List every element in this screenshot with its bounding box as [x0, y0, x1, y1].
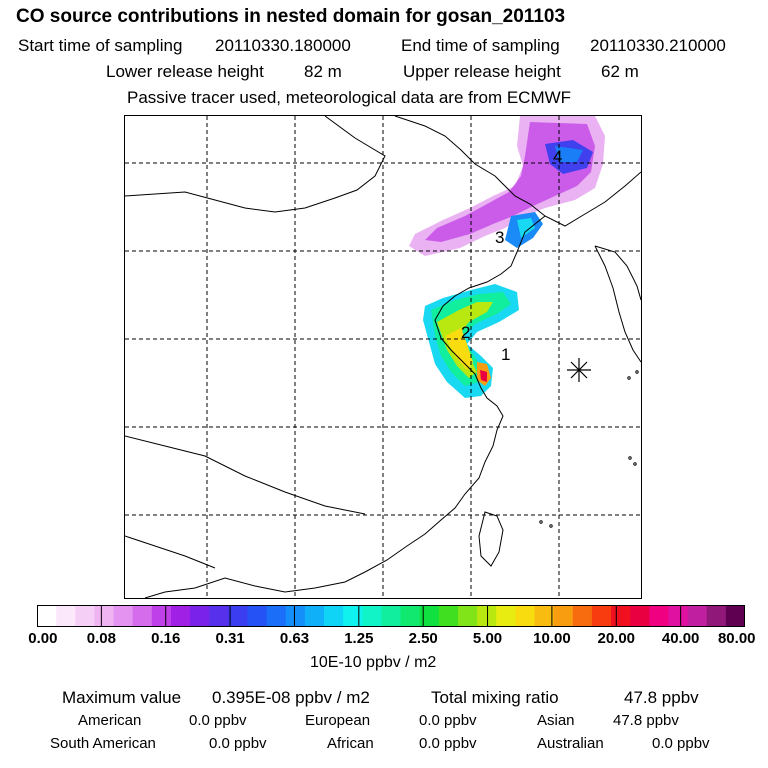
plume-north	[409, 116, 605, 256]
colorbar-cell	[706, 605, 727, 627]
region-african-name: African	[327, 735, 374, 752]
region-australian-name: Australian	[537, 735, 604, 752]
start-time-value: 20110330.180000	[215, 36, 351, 55]
start-time-label: Start time of sampling	[18, 36, 183, 55]
colorbar-cell	[649, 605, 670, 627]
colorbar-cell	[285, 605, 306, 627]
colorbar-tick-label: 40.00	[661, 630, 700, 647]
colorbar-cell	[113, 605, 134, 627]
colorbar-cell	[209, 605, 229, 627]
region-south-american-name: South American	[50, 735, 156, 752]
total-mixing-value: 47.8 ppbv	[624, 688, 699, 707]
colorbar-tick-label: 0.63	[279, 630, 310, 647]
max-value: 0.395E-08 ppbv / m2	[212, 688, 370, 707]
region-american-name: American	[78, 712, 142, 729]
colorbar-tick-label: 1.25	[344, 630, 374, 647]
colorbar	[37, 605, 745, 627]
colorbar-cell	[611, 605, 631, 627]
point-label-2: 2	[461, 323, 470, 342]
colorbar-cell	[438, 605, 459, 627]
colorbar-cell	[247, 605, 268, 627]
colorbar-cell	[324, 605, 344, 627]
colorbar-cell	[515, 605, 536, 627]
colorbar-tick-label: 0.08	[86, 630, 116, 647]
map-svg: 1 2 3 4	[124, 115, 642, 599]
colorbar-cell	[534, 605, 555, 627]
lower-release-label: Lower release height	[106, 62, 264, 81]
colorbar-cell	[190, 605, 210, 627]
colorbar-tick-label: 0.31	[215, 630, 245, 647]
region-asian-name: Asian	[537, 712, 575, 729]
grid-lines	[125, 116, 641, 598]
colorbar-cell	[228, 605, 249, 627]
tracer-note: Passive tracer used, meteorological data…	[127, 88, 572, 107]
region-european-name: European	[305, 712, 371, 729]
plume-south	[423, 284, 519, 398]
colorbar-cell	[94, 605, 115, 627]
colorbar-tick-label: 10.00	[533, 630, 571, 647]
coastlines	[124, 115, 642, 599]
point-label-3: 3	[495, 228, 504, 247]
colorbar-cell	[75, 605, 96, 627]
colorbar-cell	[170, 605, 191, 627]
colorbar-cell	[362, 605, 383, 627]
colorbar-cell	[496, 605, 516, 627]
colorbar-tick-label: 0.00	[28, 630, 58, 647]
colorbar-cell	[419, 605, 440, 627]
colorbar-cell	[725, 605, 745, 627]
colorbar-cell	[572, 605, 593, 627]
colorbar-units: 10E-10 ppbv / m2	[310, 654, 437, 671]
colorbar-tick-label: 2.50	[408, 630, 438, 647]
point-label-4: 4	[553, 147, 562, 166]
colorbar-cell	[668, 605, 689, 627]
colorbar-tick-label: 80.00	[717, 630, 756, 647]
colorbar-cell	[457, 605, 478, 627]
colorbar-cell	[553, 605, 574, 627]
colorbar-cell	[477, 605, 497, 627]
receptor-asterisk-marker	[567, 358, 591, 382]
colorbar-tick-label: 0.16	[151, 630, 181, 647]
colorbar-cell	[266, 605, 287, 627]
end-time-label: End time of sampling	[401, 36, 560, 55]
colorbar-cell	[630, 605, 650, 627]
colorbar-cell	[687, 605, 708, 627]
point-label-1: 1	[501, 345, 510, 364]
colorbar-cell	[304, 605, 325, 627]
upper-release-value: 62 m	[601, 62, 639, 81]
total-mixing-label: Total mixing ratio	[431, 688, 559, 707]
upper-release-label: Upper release height	[403, 62, 561, 81]
max-value-label: Maximum value	[62, 688, 182, 707]
region-european-value: 0.0 ppbv	[419, 712, 477, 729]
colorbar-cell	[591, 605, 612, 627]
lower-release-value: 82 m	[304, 62, 342, 81]
region-south-american-value: 0.0 ppbv	[209, 735, 267, 752]
region-american-value: 0.0 ppbv	[189, 712, 247, 729]
region-african-value: 0.0 ppbv	[419, 735, 477, 752]
plot-title: CO source contributions in nested domain…	[16, 6, 566, 27]
end-time-value: 20110330.210000	[590, 36, 726, 55]
colorbar-cell	[56, 605, 76, 627]
colorbar-tick-label: 5.00	[472, 630, 503, 647]
region-asian-value: 47.8 ppbv	[613, 712, 679, 729]
colorbar-cell	[132, 605, 153, 627]
region-australian-value: 0.0 ppbv	[652, 735, 710, 752]
colorbar-cell	[343, 605, 363, 627]
colorbar-cell	[151, 605, 172, 627]
colorbar-cell	[37, 605, 57, 627]
colorbar-tick-label: 20.00	[597, 630, 636, 647]
colorbar-cell	[381, 605, 402, 627]
map-panel: 1 2 3 4	[124, 115, 642, 599]
colorbar-cell	[400, 605, 421, 627]
